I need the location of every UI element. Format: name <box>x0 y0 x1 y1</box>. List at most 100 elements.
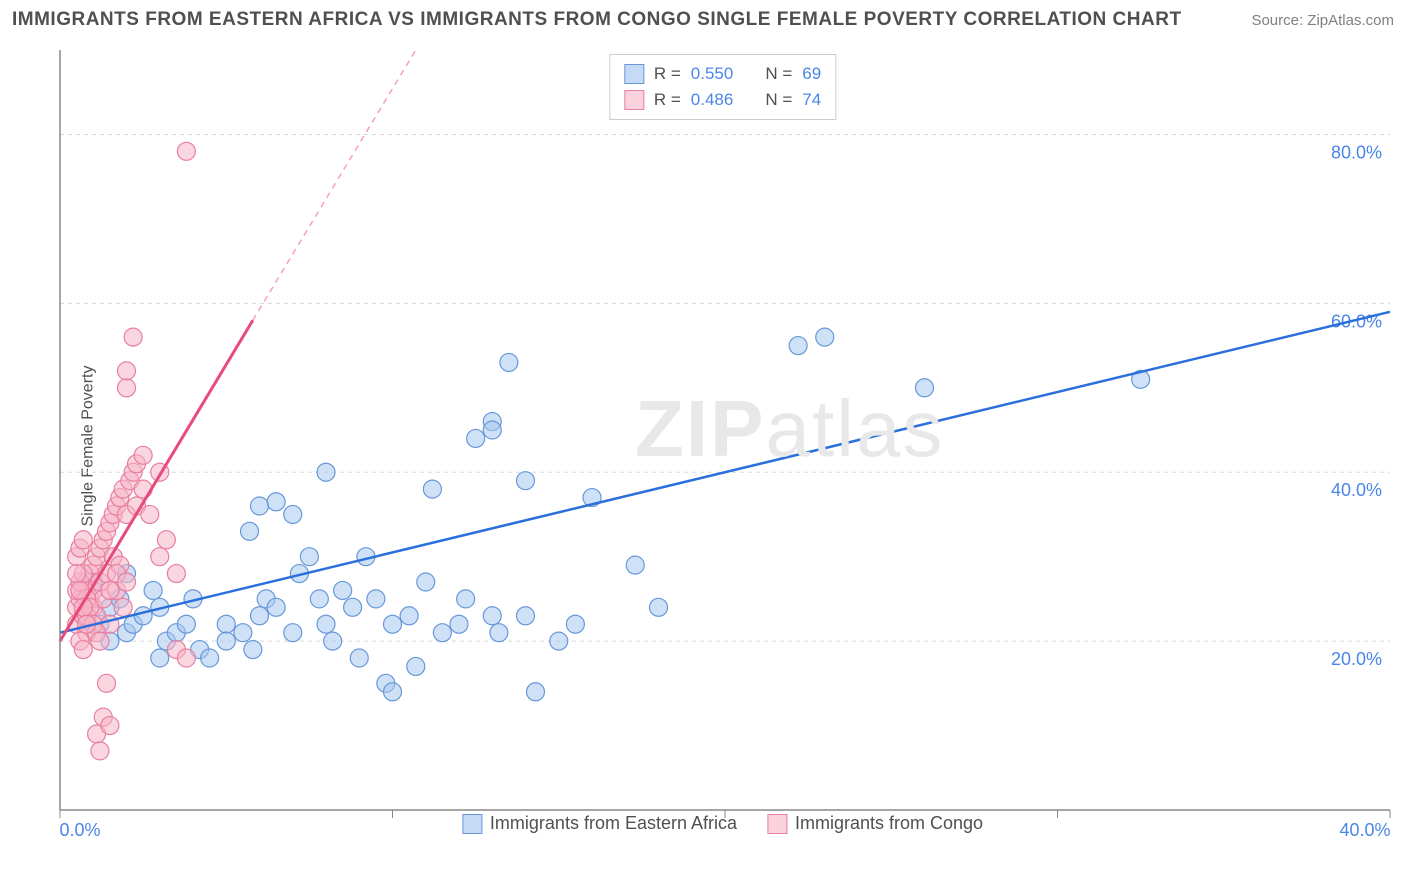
legend-r-value: 0.486 <box>691 90 734 110</box>
data-point <box>101 717 119 735</box>
legend-r-label: R = <box>654 64 681 84</box>
svg-text:80.0%: 80.0% <box>1331 142 1382 162</box>
data-point <box>177 142 195 160</box>
data-point <box>400 607 418 625</box>
data-point <box>118 379 136 397</box>
legend-label: Immigrants from Eastern Africa <box>490 813 737 834</box>
data-point <box>816 328 834 346</box>
legend-row: R =0.550N =69 <box>624 61 821 87</box>
legend-n-value: 74 <box>802 90 821 110</box>
scatter-chart: 20.0%40.0%60.0%80.0%0.0%40.0% <box>50 50 1395 840</box>
legend-r-label: R = <box>654 90 681 110</box>
data-point <box>267 493 285 511</box>
data-point <box>384 615 402 633</box>
legend-swatch <box>462 814 482 834</box>
data-point <box>217 615 235 633</box>
data-point <box>517 472 535 490</box>
data-point <box>251 497 269 515</box>
data-point <box>483 607 501 625</box>
data-point <box>177 615 195 633</box>
data-point <box>367 590 385 608</box>
legend-item: Immigrants from Congo <box>767 813 983 834</box>
data-point <box>417 573 435 591</box>
legend-swatch <box>767 814 787 834</box>
data-point <box>118 573 136 591</box>
data-point <box>251 607 269 625</box>
chart-area: 20.0%40.0%60.0%80.0%0.0%40.0% ZIPatlas R… <box>50 50 1395 840</box>
data-point <box>483 421 501 439</box>
data-point <box>98 674 116 692</box>
data-point <box>450 615 468 633</box>
legend-swatch <box>624 90 644 110</box>
data-point <box>317 615 335 633</box>
data-point <box>91 742 109 760</box>
data-point <box>500 353 518 371</box>
svg-text:20.0%: 20.0% <box>1331 649 1382 669</box>
data-point <box>423 480 441 498</box>
trend-line-extrapolated <box>253 50 416 320</box>
legend-n-label: N = <box>765 90 792 110</box>
data-point <box>267 598 285 616</box>
data-point <box>490 624 508 642</box>
data-point <box>626 556 644 574</box>
data-point <box>433 624 451 642</box>
legend-series: Immigrants from Eastern Africa Immigrants… <box>462 807 983 840</box>
data-point <box>74 531 92 549</box>
svg-text:40.0%: 40.0% <box>1339 820 1390 840</box>
data-point <box>526 683 544 701</box>
data-point <box>118 362 136 380</box>
data-point <box>91 632 109 650</box>
data-point <box>151 649 169 667</box>
svg-text:0.0%: 0.0% <box>59 820 100 840</box>
data-point <box>566 615 584 633</box>
data-point <box>650 598 668 616</box>
data-point <box>310 590 328 608</box>
legend-label: Immigrants from Congo <box>795 813 983 834</box>
header: IMMIGRANTS FROM EASTERN AFRICA VS IMMIGR… <box>0 0 1406 40</box>
data-point <box>177 649 195 667</box>
data-point <box>234 624 252 642</box>
data-point <box>407 657 425 675</box>
data-point <box>217 632 235 650</box>
data-point <box>157 531 175 549</box>
data-point <box>384 683 402 701</box>
data-point <box>789 337 807 355</box>
data-point <box>151 548 169 566</box>
legend-r-value: 0.550 <box>691 64 734 84</box>
data-point <box>114 598 132 616</box>
data-point <box>324 632 342 650</box>
legend-swatch <box>624 64 644 84</box>
legend-n-value: 69 <box>802 64 821 84</box>
data-point <box>300 548 318 566</box>
data-point <box>550 632 568 650</box>
data-point <box>141 505 159 523</box>
data-point <box>134 607 152 625</box>
data-point <box>467 429 485 447</box>
data-point <box>124 328 142 346</box>
data-point <box>68 565 86 583</box>
data-point <box>74 641 92 659</box>
legend-correlation: R = 0.550 N = 69 R = 0.486 N = 74 <box>609 54 836 120</box>
svg-text:40.0%: 40.0% <box>1331 480 1382 500</box>
legend-row: R = 0.486 N = 74 <box>624 87 821 113</box>
data-point <box>916 379 934 397</box>
data-point <box>244 641 262 659</box>
data-point <box>284 505 302 523</box>
data-point <box>167 565 185 583</box>
data-point <box>134 446 152 464</box>
data-point <box>144 581 162 599</box>
data-point <box>350 649 368 667</box>
data-point <box>334 581 352 599</box>
data-point <box>134 480 152 498</box>
source-label: Source: ZipAtlas.com <box>1251 12 1394 29</box>
legend-item: Immigrants from Eastern Africa <box>462 813 737 834</box>
data-point <box>317 463 335 481</box>
data-point <box>517 607 535 625</box>
data-point <box>241 522 259 540</box>
data-point <box>284 624 302 642</box>
data-point <box>101 581 119 599</box>
data-point <box>344 598 362 616</box>
chart-title: IMMIGRANTS FROM EASTERN AFRICA VS IMMIGR… <box>12 9 1182 31</box>
data-point <box>201 649 219 667</box>
data-point <box>457 590 475 608</box>
